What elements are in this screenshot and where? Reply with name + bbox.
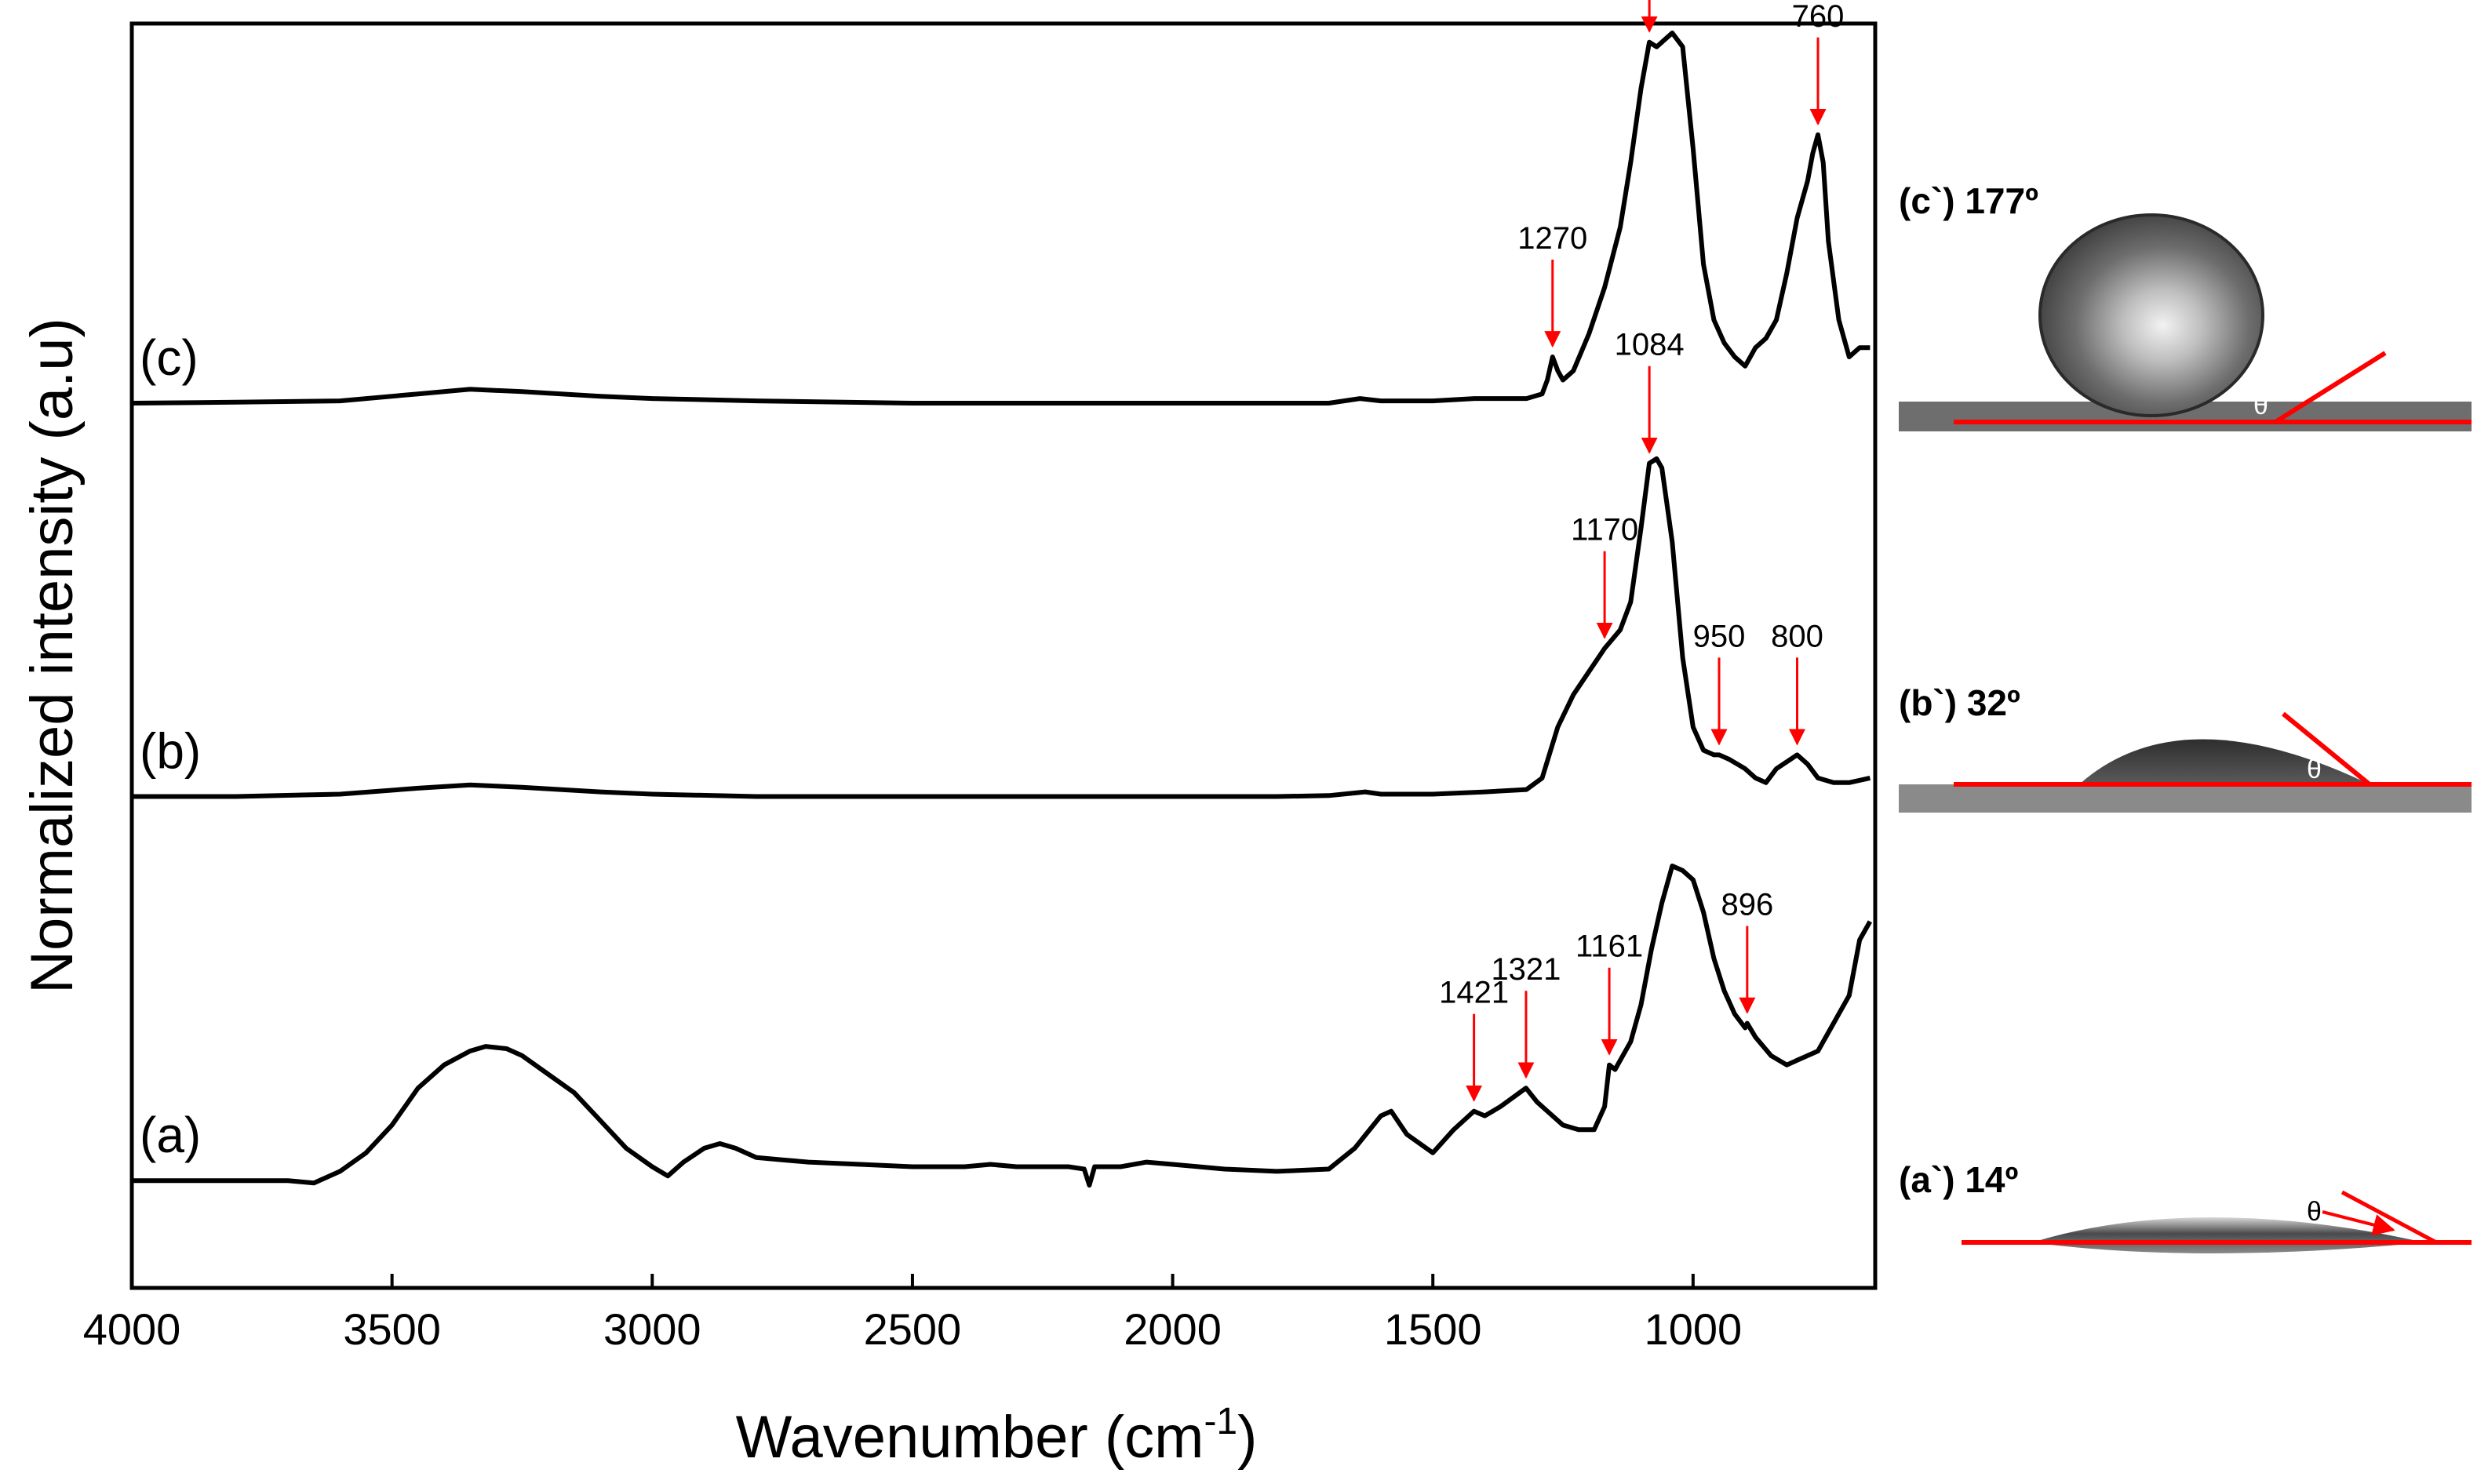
series-line-1 [132, 456, 1871, 799]
series-line-2 [131, 31, 1871, 406]
series-label-1: (b) [140, 723, 201, 780]
x-tick-label-1: 3500 [343, 1304, 441, 1354]
plot-frame [129, 21, 1878, 1290]
x-axis-title-sup: -1 [1204, 1401, 1237, 1442]
droplet-b [2079, 739, 2370, 784]
theta-c: θ [2253, 391, 2268, 420]
annotation-label-3: 896 [1721, 888, 1773, 922]
substrate-b [1899, 784, 2472, 813]
series-label-0: (a) [140, 1107, 201, 1163]
spectra-series: (a) (b) (c) [131, 31, 1873, 1188]
contact-angle-panel-b: (b`) 32º θ [1899, 682, 2472, 813]
theta-b: θ [2307, 755, 2322, 784]
droplet-c [2038, 213, 2264, 417]
x-tick-label-3: 2500 [864, 1304, 962, 1354]
peak-annotations: 1421132111618961170108495080012701084760 [1439, 0, 1845, 1102]
panel-label-b: (b`) 32º [1899, 682, 2020, 723]
x-tick-label-5: 1500 [1384, 1304, 1482, 1354]
annotation-label-0: 1421 [1439, 976, 1509, 1010]
x-tick-label-2: 3000 [603, 1304, 701, 1354]
x-axis-title: Wavenumber (cm-1) [736, 1401, 1258, 1471]
y-axis-title: Normalized intensity (a.u) [19, 318, 86, 994]
x-axis-title-main: Wavenumber (cm [736, 1404, 1204, 1471]
tangent-b [2282, 711, 2371, 787]
x-tick-label-4: 2000 [1124, 1304, 1222, 1354]
series-label-2: (c) [140, 329, 199, 386]
x-axis-ticks: 4000 3500 3000 2500 2000 1500 1000 [83, 1274, 1742, 1354]
annotation-label-2: 1161 [1575, 929, 1643, 964]
angle-pointer-a [2322, 1210, 2395, 1236]
annotation-label-8: 1270 [1517, 221, 1587, 256]
annotation-label-7: 800 [1771, 619, 1823, 653]
annotation-label-5: 1084 [1615, 328, 1685, 362]
series-line-0 [132, 864, 1873, 1188]
panel-label-c: (c`) 177º [1899, 180, 2038, 221]
panel-label-a: (a`) 14º [1899, 1159, 2018, 1200]
x-axis-title-close: ) [1237, 1404, 1257, 1471]
theta-a: θ [2307, 1197, 2322, 1227]
x-tick-label-0: 4000 [83, 1304, 181, 1354]
contact-angle-panel-a: (a`) 14º θ [1899, 1159, 2472, 1253]
x-tick-label-6: 1000 [1645, 1304, 1743, 1354]
annotation-label-10: 760 [1792, 0, 1845, 34]
contact-angle-panel-c: (c`) 177º θ [1899, 180, 2472, 431]
annotation-label-1: 1321 [1491, 952, 1561, 987]
annotation-label-6: 950 [1693, 619, 1746, 653]
annotation-label-4: 1170 [1571, 513, 1638, 547]
tangent-c [2274, 351, 2387, 424]
